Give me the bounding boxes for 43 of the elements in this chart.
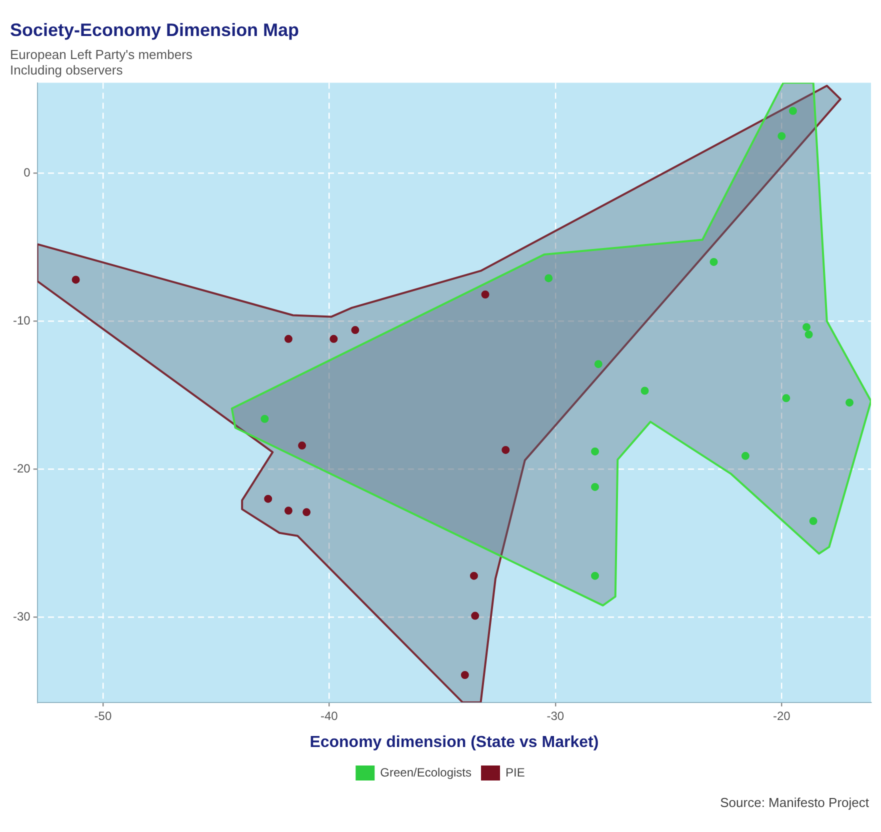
point [298,442,306,450]
point [502,446,510,454]
point [640,386,649,395]
point [778,132,786,140]
point [591,447,599,456]
point [302,508,311,516]
point [591,482,599,491]
source-note: Source: Manifesto Project [720,795,869,810]
chart-title: Society-Economy Dimension Map [10,20,300,40]
point [804,330,813,338]
point [470,572,478,580]
y-tick-label: 0 [24,165,31,180]
point [802,323,811,332]
point [351,326,360,334]
point [260,414,269,423]
x-tick-label: -40 [320,708,338,723]
point [809,517,818,526]
point [264,494,272,503]
chart-subtitle: European Left Party's members Including observers [10,46,193,78]
point [782,394,790,402]
point [846,398,854,407]
point [284,506,292,515]
x-axis-title: Economy dimension (State vs Market) [310,734,599,751]
point [284,334,292,343]
point [710,258,718,266]
point [741,452,750,460]
legend-label: Green/Ecologists [380,765,472,780]
point [72,276,80,284]
y-tick-label: -10 [13,313,31,328]
x-tick-label: -50 [94,708,112,723]
point [460,671,469,680]
point [594,360,602,368]
point [544,274,553,282]
y-tick-label: -20 [13,462,31,476]
legend-label: PIE [506,765,525,780]
point [788,106,797,115]
point [330,334,338,343]
point [481,290,490,299]
point [591,572,599,580]
x-tick-label: -30 [546,708,564,723]
point [471,612,480,620]
y-tick-label: -30 [13,610,31,624]
x-tick-label: -20 [772,708,791,723]
